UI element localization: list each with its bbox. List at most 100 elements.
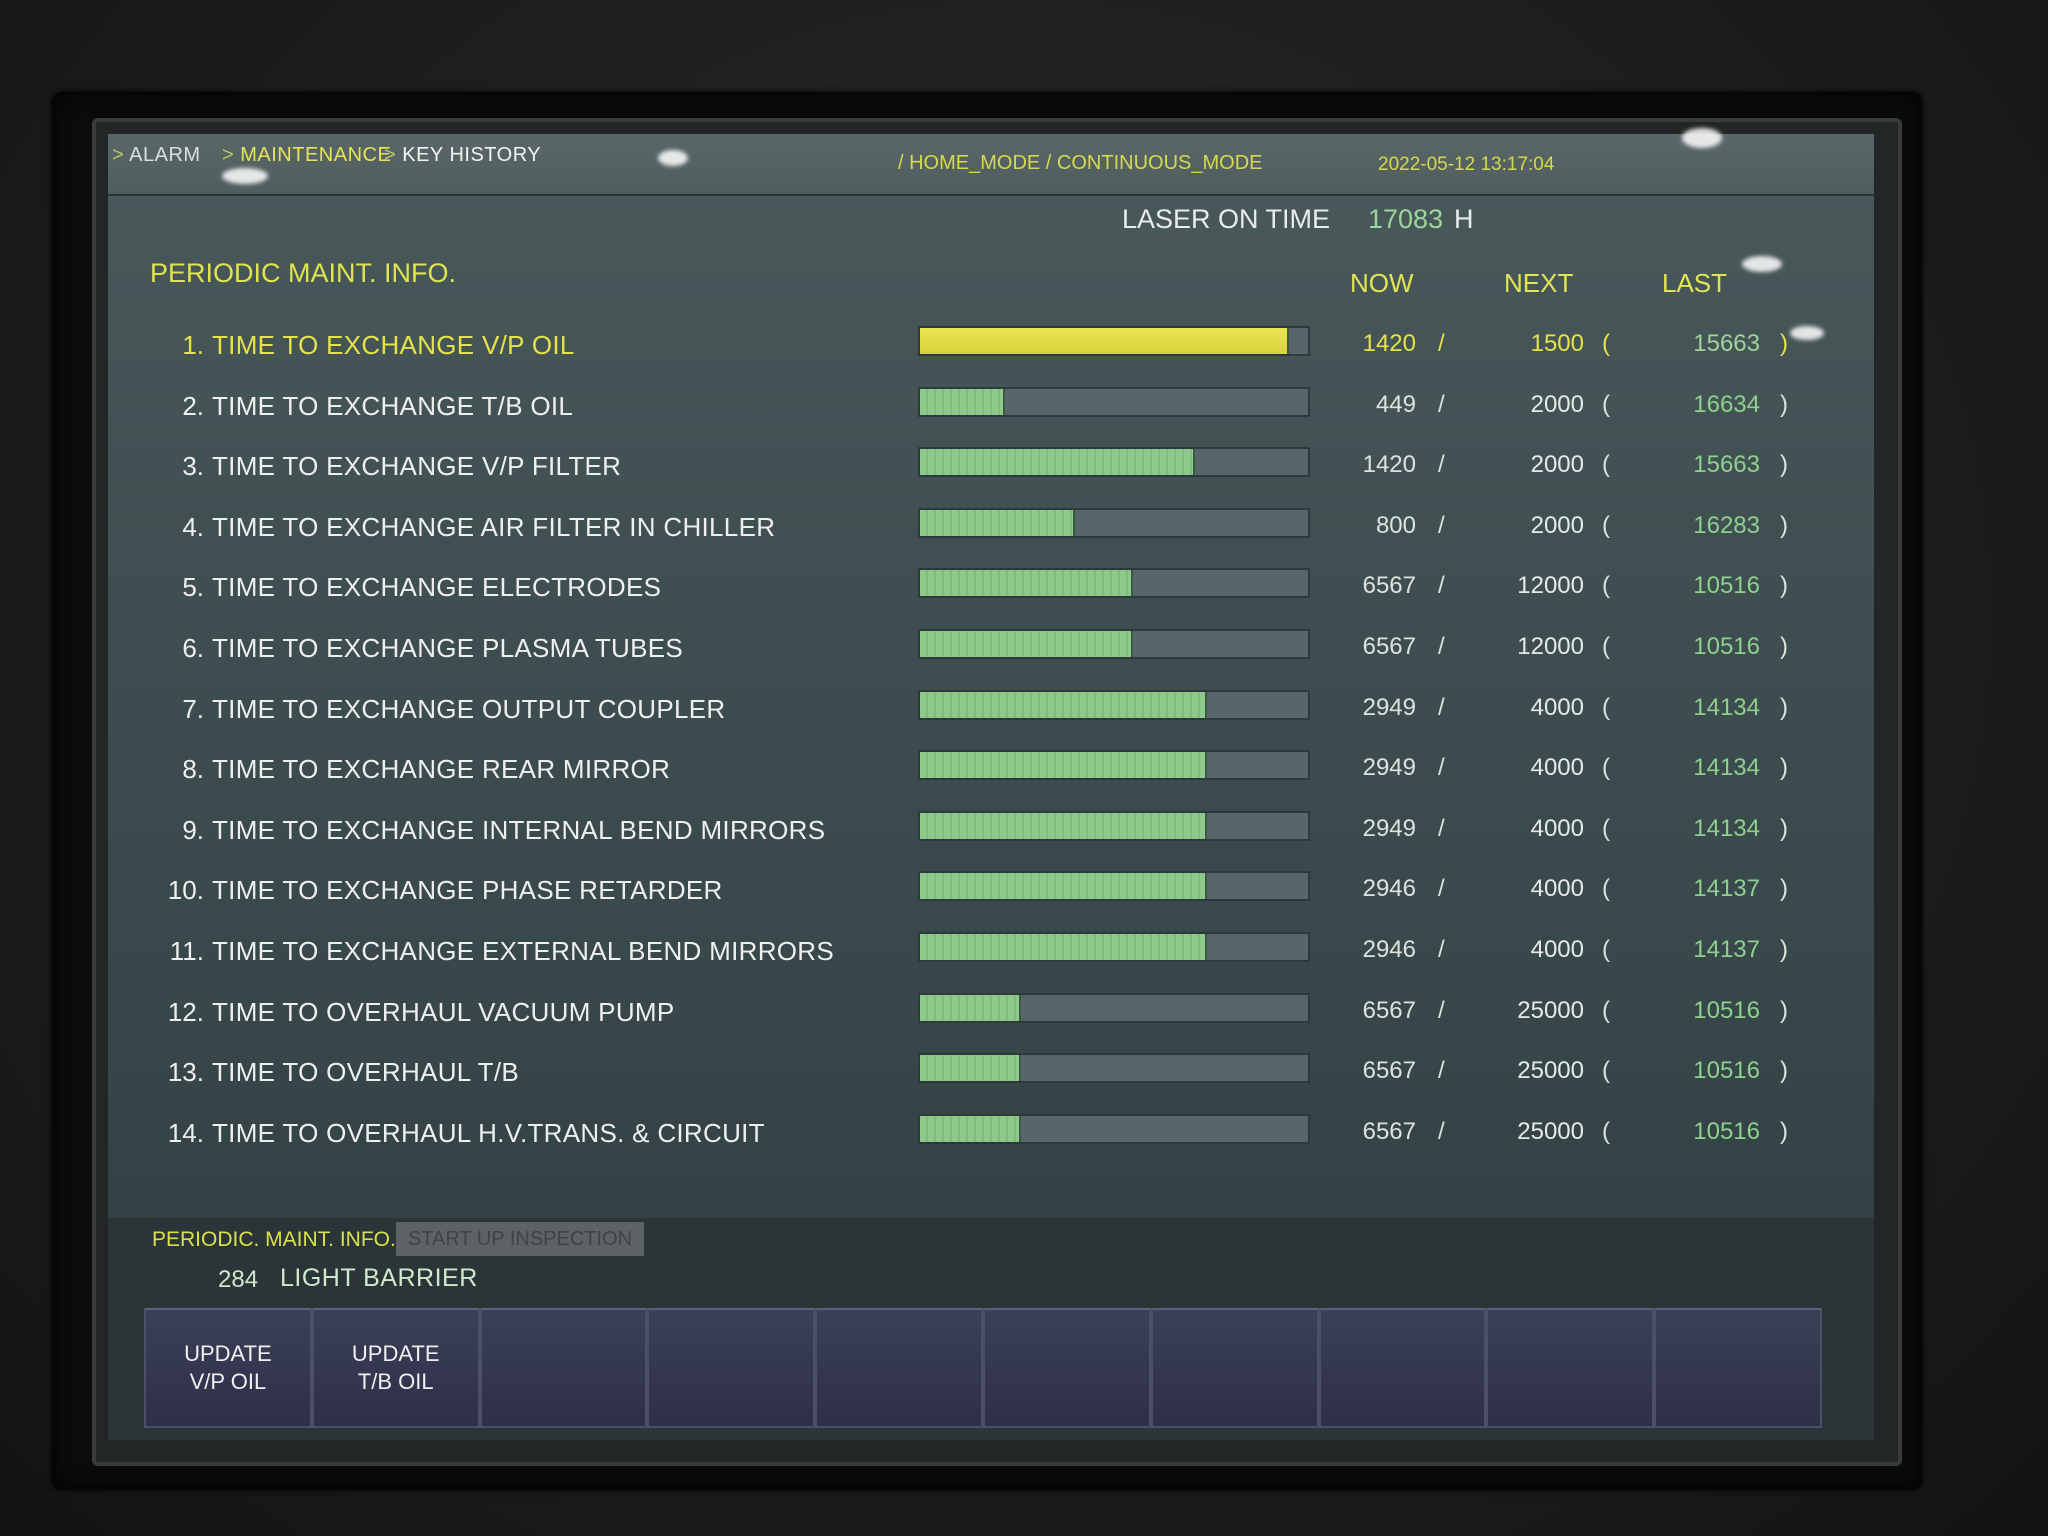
function-key-5[interactable] [815,1308,983,1428]
progress-bar [918,568,1310,599]
last-value: 14134 [1693,693,1760,721]
next-value: 25000 [1517,996,1584,1024]
function-key-1[interactable]: UPDATE V/P OIL [144,1308,312,1428]
maintenance-row[interactable]: 13. TIME TO OVERHAUL T/B 6567 / 25000 (10516) [108,1053,1874,1117]
row-number: 4. [182,511,204,542]
row-number: 5. [182,572,204,603]
now-value: 2949 [1362,693,1416,721]
separator-slash: / [1438,633,1445,660]
now-value: 2946 [1362,936,1416,963]
maintenance-row[interactable]: 2. TIME TO EXCHANGE T/B OIL 449 / 2000 (16634… [108,386,1874,451]
progress-bar [918,447,1310,478]
function-key-3[interactable] [479,1308,648,1428]
paren-close: ) [1780,1057,1788,1085]
function-key-6[interactable] [982,1308,1151,1428]
last-value: 10516 [1693,1057,1760,1085]
breadcrumb-alarm[interactable]: > ALARM [112,144,201,166]
function-key-4[interactable] [647,1308,816,1428]
row-label: TIME TO EXCHANGE V/P FILTER [212,451,622,482]
maintenance-row[interactable]: 3. TIME TO EXCHANGE V/P FILTER 1420 / 2000 (1… [108,447,1874,511]
next-value: 4000 [1530,936,1584,963]
paren-open: ( [1602,693,1610,721]
next-value: 25000 [1517,1117,1584,1145]
paren-close: ) [1780,875,1788,903]
progress-bar [918,932,1310,962]
paren-open: ( [1602,1057,1610,1085]
last-value: 10516 [1693,572,1760,600]
maintenance-row[interactable]: 7. TIME TO EXCHANGE OUTPUT COUPLER 2949 / 40… [108,689,1874,754]
function-key-8[interactable] [1318,1308,1487,1428]
maintenance-row[interactable]: 14. TIME TO OVERHAUL H.V.TRANS. & CIRCUIT… [108,1113,1874,1178]
paren-open: ( [1602,633,1610,660]
function-key-2[interactable]: UPDATE T/B OIL [311,1308,480,1428]
progress-bar-fill [920,994,1021,1021]
progress-bar-fill [920,934,1208,960]
paren-open: ( [1602,936,1610,963]
last-value: 14137 [1693,936,1760,963]
paren-open: ( [1602,330,1610,357]
function-key-bar: UPDATE V/P OIL UPDATE T/B OIL [144,1308,1822,1428]
paren-close: ) [1780,693,1788,721]
separator-slash: / [1438,572,1445,600]
progress-bar [918,326,1310,356]
now-value: 6567 [1362,1057,1416,1085]
paren-open: ( [1602,814,1610,842]
separator-slash: / [1438,1057,1445,1085]
maintenance-row[interactable]: 11. TIME TO EXCHANGE EXTERNAL BEND MIRROR… [108,932,1874,996]
section-title: PERIODIC MAINT. INFO. [150,258,457,288]
now-value: 449 [1375,390,1416,418]
row-number: 10. [167,875,204,906]
function-key-7[interactable] [1150,1308,1319,1428]
separator-slash: / [1438,693,1445,721]
progress-bar-fill [920,691,1208,718]
next-value: 1500 [1530,330,1584,357]
top-bar: > ALARM > MAINTENANCE > KEY HISTORY / HO… [108,134,1874,196]
progress-bar-fill [920,449,1196,476]
mode-status: / HOME_MODE / CONTINUOUS_MODE [898,152,1263,174]
maintenance-row[interactable]: 10. TIME TO EXCHANGE PHASE RETARDER 2946 / 4… [108,871,1874,935]
maintenance-row[interactable]: 8. TIME TO EXCHANGE REAR MIRROR 2949 / 4000 (… [108,750,1874,814]
progress-bar [918,629,1310,659]
paren-open: ( [1602,1117,1610,1145]
last-value: 16283 [1693,511,1760,539]
breadcrumb-key-history[interactable]: > KEY HISTORY [384,144,542,166]
paren-close: ) [1780,451,1788,479]
paren-open: ( [1602,754,1610,782]
function-key-9[interactable] [1486,1308,1655,1428]
paren-close: ) [1780,633,1788,660]
progress-bar-fill [920,752,1208,779]
breadcrumb-maintenance[interactable]: > MAINTENANCE [222,144,392,166]
row-number: 8. [182,754,204,785]
now-value: 2949 [1362,814,1416,842]
row-label: TIME TO EXCHANGE INTERNAL BEND MIRRORS [212,814,826,845]
maintenance-row[interactable]: 5. TIME TO EXCHANGE ELECTRODES 6567 / 12000 (… [108,568,1874,632]
row-label: TIME TO EXCHANGE REAR MIRROR [212,754,671,785]
progress-bar-fill [920,631,1134,657]
progress-bar-fill [920,873,1208,900]
tab-start-up-inspection[interactable]: START UP INSPECTION [396,1222,644,1256]
paren-open: ( [1602,451,1610,479]
now-value: 1420 [1362,330,1416,357]
row-number: 9. [182,814,204,845]
maintenance-row[interactable]: 9. TIME TO EXCHANGE INTERNAL BEND MIRRORS… [108,810,1874,875]
tab-periodic-maint-info[interactable]: PERIODIC. MAINT. INFO. [152,1228,396,1251]
paren-close: ) [1780,754,1788,782]
progress-bar-fill [920,812,1208,839]
progress-bar-fill [920,509,1076,536]
paren-open: ( [1602,511,1610,539]
last-value: 15663 [1693,330,1760,357]
progress-bar-fill [920,570,1134,597]
maintenance-row[interactable]: 1. TIME TO EXCHANGE V/P OIL 1420 / 1500 (1566… [108,326,1874,390]
glare-reflection [1790,326,1824,340]
paren-close: ) [1780,996,1788,1024]
function-key-10[interactable] [1654,1308,1822,1428]
maintenance-row[interactable]: 12. TIME TO OVERHAUL VACUUM PUMP 6567 / 2500… [108,992,1874,1057]
maintenance-row[interactable]: 4. TIME TO EXCHANGE AIR FILTER IN CHILLER… [108,507,1874,572]
now-value: 6567 [1362,572,1416,600]
row-label: TIME TO EXCHANGE AIR FILTER IN CHILLER [212,511,776,542]
maintenance-row[interactable]: 6. TIME TO EXCHANGE PLASMA TUBES 6567 / 1200… [108,629,1874,693]
last-value: 14137 [1693,875,1760,903]
progress-bar [918,750,1310,781]
column-header-next: NEXT [1504,268,1574,298]
next-value: 4000 [1530,814,1584,842]
